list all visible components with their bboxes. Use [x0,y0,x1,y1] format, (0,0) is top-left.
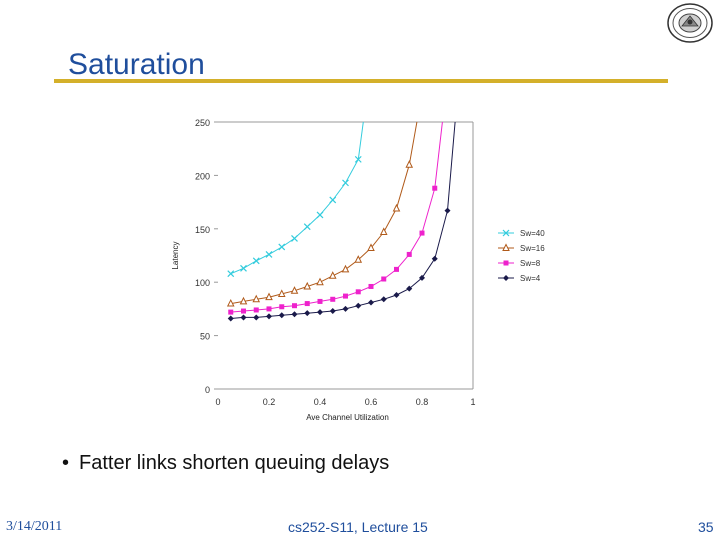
data-point-triangle [239,296,248,305]
data-point-diamond [419,274,425,281]
data-point-triangle [252,294,261,303]
data-point-x [342,179,349,187]
data-point-square [343,293,348,299]
series-line [230,121,418,305]
data-point-x [252,257,260,265]
data-point-diamond [278,312,285,319]
data-point-x [303,223,311,231]
series-line [230,121,443,313]
data-point-diamond [329,308,336,315]
data-point-x [240,264,247,272]
y-axis-label: Latency [171,241,180,269]
footer-page-number: 35 [698,519,714,535]
data-point-x [329,196,337,204]
data-point-square [317,298,323,304]
y-tick-label: 0 [205,385,210,395]
data-point-triangle [226,298,235,307]
data-point-square [406,251,412,257]
data-point-x [278,243,286,251]
x-tick-label: 0.6 [365,397,378,407]
data-point-diamond [406,285,413,292]
data-point-diamond [253,314,260,321]
data-point-square [330,296,336,302]
data-point-triangle [502,243,510,251]
series-line [230,121,364,275]
data-point-triangle [392,203,401,212]
data-point-triangle [303,281,312,290]
data-point-diamond [240,314,247,321]
data-point-square [279,304,285,310]
x-tick-label: 0.4 [314,397,327,407]
x-tick-label: 0.8 [416,397,429,407]
data-point-x [502,229,510,237]
data-point-square [241,308,246,314]
data-point-triangle [379,227,388,236]
series-line [230,121,456,319]
data-point-x [354,155,362,163]
legend-label: Sw=16 [520,244,545,253]
data-point-diamond [355,302,362,309]
data-point-diamond [304,310,311,317]
data-point-square [432,185,438,191]
data-point-triangle [328,271,337,279]
x-tick-label: 0 [215,397,220,407]
data-point-square [304,301,310,307]
legend-label: Sw=40 [520,229,545,238]
data-point-diamond [291,311,298,318]
footer-date: 3/14/2011 [6,519,63,534]
data-point-diamond [380,296,387,303]
data-point-triangle [341,264,350,273]
legend-label: Sw=8 [520,259,541,268]
title-underline [54,79,668,83]
data-point-square [228,309,234,315]
data-point-diamond [342,305,349,312]
data-point-square [394,266,399,272]
y-tick-label: 100 [195,278,210,288]
data-point-diamond [503,275,509,281]
data-point-square [355,289,361,295]
data-point-triangle [354,255,363,263]
data-point-square [253,307,259,313]
data-point-square [266,306,272,312]
data-point-square [368,283,374,289]
y-tick-label: 200 [195,171,210,181]
x-tick-label: 1 [470,397,475,407]
data-point-x [291,234,298,242]
data-point-triangle [290,286,299,294]
data-point-square [503,260,509,266]
data-point-square [381,276,387,282]
data-point-diamond [227,315,234,322]
data-point-x [227,270,235,278]
data-point-diamond [393,292,400,299]
data-point-x [265,251,273,258]
y-tick-label: 150 [195,225,210,235]
data-point-square [292,303,297,309]
data-point-x [316,211,324,219]
slide-title: Saturation [68,48,205,81]
data-point-diamond [266,313,272,320]
data-point-triangle [405,160,414,168]
x-tick-label: 0.2 [263,397,276,407]
data-point-triangle [277,289,286,297]
data-point-triangle [367,243,375,252]
data-point-diamond [368,299,374,306]
data-point-square [419,230,425,236]
data-point-diamond [444,207,451,214]
legend-label: Sw=4 [520,274,541,283]
y-tick-label: 250 [195,118,210,128]
university-seal-logo [667,3,713,43]
y-tick-label: 50 [200,332,210,342]
saturation-chart: 0 50 100 150 200 250 0 0.2 0.4 0.6 0.8 1 Ave Channel… [171,118,545,422]
data-point-triangle [316,277,324,286]
bullet-marker: • [62,452,70,474]
x-axis-label: Ave Channel Utilization [306,413,389,422]
bullet-text: Fatter links shorten queuing delays [79,452,390,474]
data-point-diamond [431,255,438,262]
data-point-diamond [317,309,323,316]
data-point-triangle [265,292,273,301]
footer-course: cs252-S11, Lecture 15 [288,519,428,535]
bullet-point: • Fatter links shorten queuing delays [62,452,389,475]
